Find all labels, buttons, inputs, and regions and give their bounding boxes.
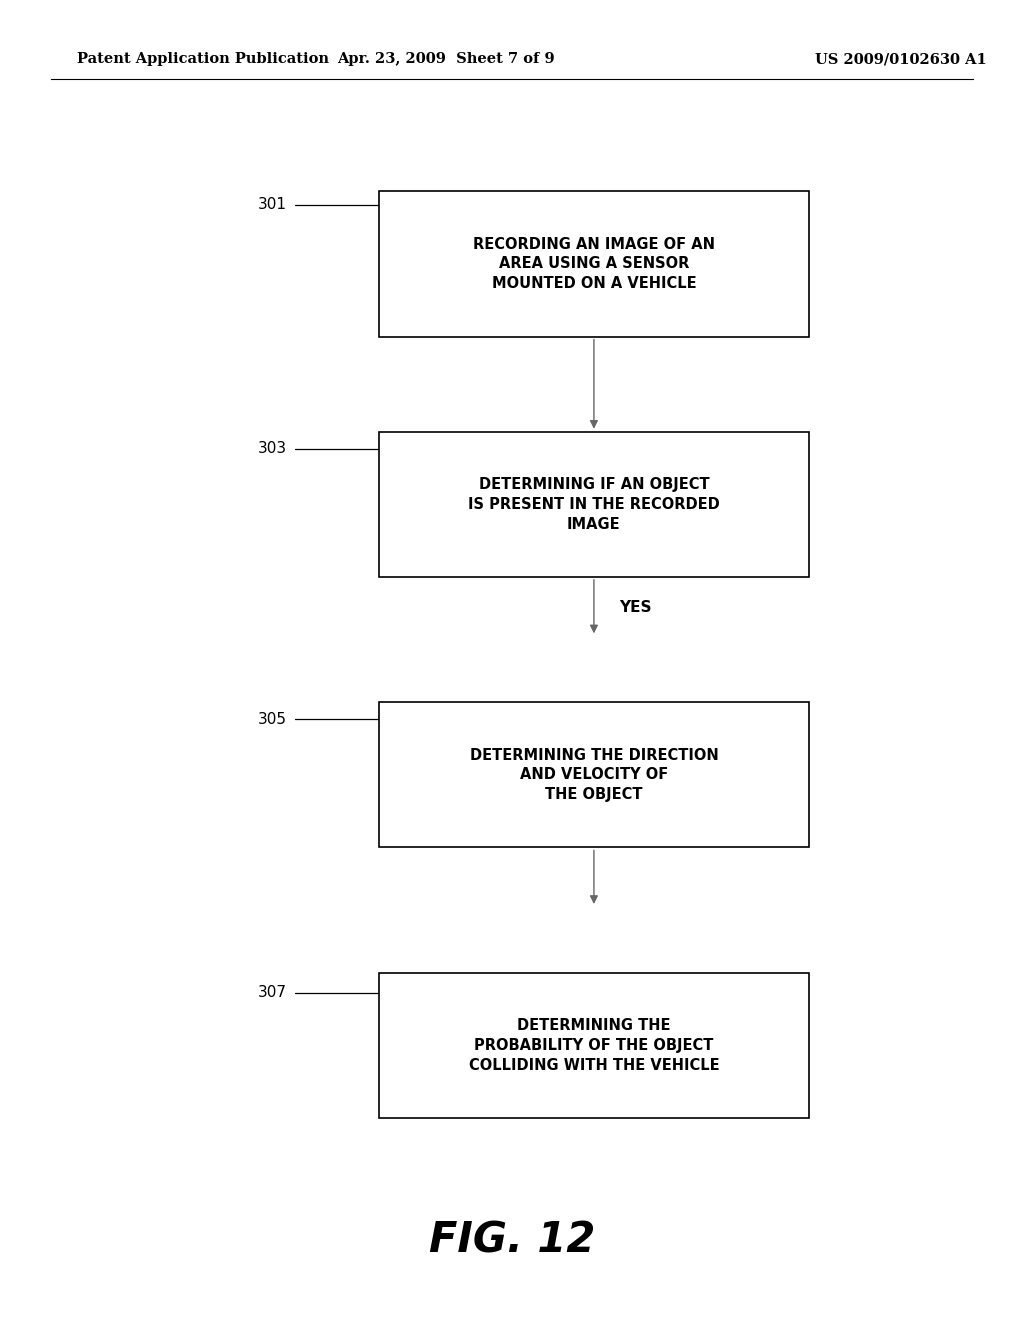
Bar <box>379 702 809 847</box>
Text: FIG. 12: FIG. 12 <box>429 1220 595 1262</box>
Text: 307: 307 <box>258 985 287 1001</box>
Bar <box>379 432 809 577</box>
Text: Apr. 23, 2009  Sheet 7 of 9: Apr. 23, 2009 Sheet 7 of 9 <box>337 53 554 66</box>
Text: RECORDING AN IMAGE OF AN
AREA USING A SENSOR
MOUNTED ON A VEHICLE: RECORDING AN IMAGE OF AN AREA USING A SE… <box>473 236 715 292</box>
Text: YES: YES <box>620 599 652 615</box>
Bar <box>379 973 809 1118</box>
Text: DETERMINING IF AN OBJECT
IS PRESENT IN THE RECORDED
IMAGE: DETERMINING IF AN OBJECT IS PRESENT IN T… <box>468 477 720 532</box>
Text: US 2009/0102630 A1: US 2009/0102630 A1 <box>815 53 987 66</box>
Text: Patent Application Publication: Patent Application Publication <box>77 53 329 66</box>
Text: 305: 305 <box>258 711 287 727</box>
Text: DETERMINING THE DIRECTION
AND VELOCITY OF
THE OBJECT: DETERMINING THE DIRECTION AND VELOCITY O… <box>470 747 718 803</box>
Text: DETERMINING THE
PROBABILITY OF THE OBJECT
COLLIDING WITH THE VEHICLE: DETERMINING THE PROBABILITY OF THE OBJEC… <box>469 1018 719 1073</box>
Bar <box>379 191 809 337</box>
Text: 301: 301 <box>258 197 287 213</box>
Text: 303: 303 <box>258 441 287 457</box>
